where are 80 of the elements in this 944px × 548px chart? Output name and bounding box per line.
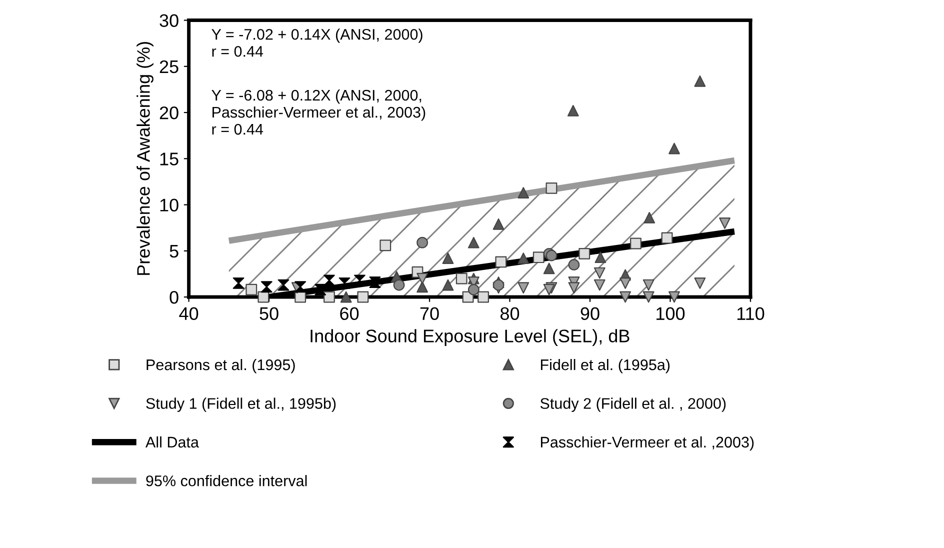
point (644, 212, 656, 224)
legend-label: All Data (146, 436, 199, 448)
x-tick-label: 90 (580, 307, 600, 320)
point (442, 279, 454, 291)
x-tick-label: 110 (737, 307, 764, 320)
point (478, 291, 489, 303)
point (694, 277, 706, 289)
point (324, 274, 335, 286)
point (357, 291, 369, 303)
point (468, 236, 480, 248)
y-tick-label: 0 (170, 290, 178, 304)
point (314, 284, 326, 296)
y-tick-label: 30 (160, 14, 178, 27)
point (661, 232, 673, 244)
point (416, 281, 428, 293)
legend-label: 95% confidence interval (146, 475, 307, 486)
point (518, 187, 530, 198)
y-tick-label: 10 (160, 198, 178, 212)
point (546, 182, 558, 194)
point (278, 279, 290, 291)
point (594, 252, 606, 264)
point (258, 291, 270, 303)
point (532, 252, 544, 264)
y-tick-label: 20 (160, 106, 178, 120)
point (620, 291, 632, 303)
point (260, 281, 272, 293)
point (719, 218, 731, 229)
point (668, 291, 680, 303)
legend-label: Pearsons et al. (1995) (146, 358, 295, 374)
legend-label: Study 2 (Fidell et al. , 2000) (540, 398, 726, 412)
point (594, 279, 606, 291)
point (340, 291, 352, 303)
point (416, 236, 428, 248)
point (380, 240, 392, 252)
point (246, 284, 258, 296)
point (546, 250, 558, 262)
point (694, 75, 706, 87)
point (568, 282, 580, 294)
x-tick-label: 60 (340, 307, 359, 320)
point (518, 282, 530, 294)
point (642, 279, 654, 291)
point (518, 252, 530, 264)
point (416, 272, 428, 284)
x-tick-label: 100 (656, 307, 685, 320)
point (232, 277, 244, 289)
point (620, 277, 632, 289)
x-tick-label: 70 (420, 307, 439, 320)
y-tick-label: 25 (160, 60, 178, 74)
legend-label: Study 1 (Fidell et al., 1995b) (146, 398, 336, 412)
point (668, 142, 680, 154)
x-tick-label: 40 (179, 307, 198, 320)
point (442, 252, 454, 264)
legend-label: Fidell et al. (1995a) (540, 358, 670, 374)
point (567, 104, 579, 116)
point (543, 284, 555, 296)
y-tick-label: 15 (160, 152, 178, 166)
annotation: Y = -7.02 + 0.14X (ANSI, 2000) r = 0.44 (212, 28, 422, 57)
point (630, 238, 642, 250)
point (324, 291, 335, 303)
x-axis-title: Indoor Sound Exposure Level (SEL), dB (310, 329, 630, 346)
legend-label: Passchier-Vermeer et al. ,2003) (540, 436, 754, 451)
x-tick-label: 50 (260, 307, 278, 320)
point (492, 279, 504, 291)
point (456, 272, 468, 284)
point (578, 248, 590, 260)
y-tick-label: 5 (170, 245, 178, 258)
point (468, 284, 480, 296)
point (492, 218, 504, 230)
point (594, 267, 606, 279)
y-axis-title: Prevalence of Awakening (%) (136, 42, 154, 275)
annotation: Y = -6.08 + 0.12X (ANSI, 2000, Passchier-Vermeer et al., 2003) r = 0.44 (212, 89, 426, 135)
point (393, 279, 405, 291)
point (294, 281, 306, 293)
point (369, 276, 381, 288)
point (642, 291, 654, 303)
point (338, 277, 350, 289)
point (495, 256, 507, 268)
point (543, 262, 555, 274)
x-tick-label: 80 (500, 307, 520, 320)
point (568, 259, 580, 270)
